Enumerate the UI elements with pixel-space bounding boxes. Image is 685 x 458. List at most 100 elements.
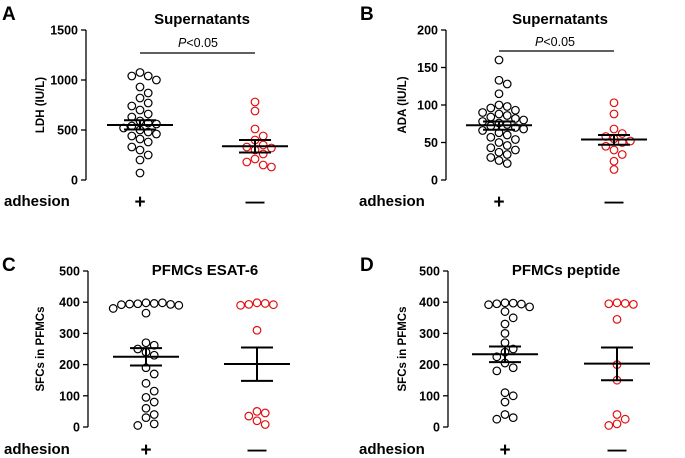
panel-b-data-point bbox=[601, 141, 611, 151]
panel-a-tick-label: 1000 bbox=[50, 74, 78, 88]
panel-a-data-point bbox=[127, 131, 137, 141]
panel-b-data-point bbox=[511, 145, 520, 155]
panel-a-data-point bbox=[143, 150, 153, 160]
panel-b-data-point bbox=[494, 55, 504, 65]
panel-c-data-point bbox=[141, 308, 151, 318]
panel-d-data-point bbox=[620, 414, 630, 424]
panel-b-tick-label: 0 bbox=[431, 174, 438, 188]
panel-d-data-point bbox=[525, 302, 534, 312]
panel-b-data-point bbox=[617, 150, 627, 159]
panel-a-data-point bbox=[250, 97, 260, 107]
panel-c-y-axis-label: SFCs in PFMCs bbox=[35, 307, 47, 392]
panel-d-data-point bbox=[500, 410, 510, 419]
panel-c-data-point bbox=[236, 300, 246, 310]
panel-d-data-point bbox=[604, 299, 614, 309]
panel-b-data-point bbox=[609, 124, 619, 134]
panel-c-data-point bbox=[260, 420, 270, 429]
panel-a-data-point bbox=[258, 131, 268, 141]
panel-b-data-point bbox=[609, 156, 619, 166]
panel-d-tick-label: 500 bbox=[419, 265, 440, 279]
panel-b-x-axis-label: adhesion bbox=[359, 193, 425, 210]
panel-c-data-point bbox=[149, 299, 159, 308]
panel-c-data-point bbox=[133, 421, 143, 430]
panel-b-category-minus: — bbox=[605, 192, 624, 213]
panel-a-data-point bbox=[127, 71, 137, 81]
panel-letter-b: B bbox=[360, 4, 374, 25]
panel-c-tick-label: 300 bbox=[59, 327, 80, 341]
panel-c-category-plus: + bbox=[140, 440, 151, 458]
panel-b-data-point bbox=[486, 112, 496, 122]
panel-b-data-point bbox=[617, 129, 627, 138]
panel-a-data-point bbox=[143, 109, 153, 119]
panel-d-data-point bbox=[500, 338, 510, 348]
panel-b-data-point bbox=[502, 111, 512, 120]
panel-d-y-axis-label: SFCs in PFMCs bbox=[397, 307, 409, 392]
panel-a-x-axis-label: adhesion bbox=[4, 193, 70, 210]
panel-d-data-point bbox=[517, 299, 526, 309]
panel-a-tick-label: 0 bbox=[71, 174, 78, 188]
panel-d-data-point bbox=[604, 421, 614, 430]
panel-a-data-point bbox=[267, 162, 276, 172]
panel-c-data-point bbox=[141, 338, 151, 348]
panel-b-data-point bbox=[626, 136, 635, 146]
panel-d-title: PFMCs peptide bbox=[512, 262, 620, 279]
panel-c-tick-label: 400 bbox=[59, 296, 80, 310]
panel-b-marks bbox=[466, 55, 647, 174]
panel-c-data-point bbox=[269, 300, 278, 310]
panel-c-data-point bbox=[149, 410, 159, 419]
panel-b-data-point bbox=[494, 75, 504, 85]
panel-d-data-point bbox=[500, 397, 510, 407]
panel-a-data-point bbox=[127, 101, 137, 111]
panel-a-data-point bbox=[127, 142, 137, 152]
panel-c-data-point bbox=[149, 350, 159, 360]
panel-c-data-point bbox=[149, 386, 159, 396]
panel-b-data-point bbox=[486, 132, 496, 142]
panel-c-data-point bbox=[141, 392, 151, 402]
panel-d-data-point bbox=[484, 300, 494, 310]
panel-a-data-point bbox=[143, 71, 153, 81]
panel-a-category-plus: + bbox=[134, 192, 145, 213]
panel-a: A Supernatants LDH (IU/L) adhesion + — P… bbox=[2, 4, 288, 213]
panel-d-category-plus: + bbox=[499, 440, 510, 458]
panel-b-data-point bbox=[502, 159, 512, 168]
panel-d-data-point bbox=[500, 307, 510, 316]
panel-c-tick-label: 200 bbox=[59, 358, 80, 372]
panel-a-tick-label: 1500 bbox=[50, 24, 78, 38]
panel-c-data-point bbox=[141, 413, 151, 423]
panel-d-tick-label: 200 bbox=[419, 358, 440, 372]
panel-b-data-point bbox=[478, 108, 488, 117]
panel-a-data-point bbox=[143, 137, 153, 147]
panel-c-data-point bbox=[149, 369, 159, 379]
panel-a-data-point bbox=[250, 154, 260, 164]
panel-d-data-point bbox=[492, 299, 502, 309]
panel-c-ticks: 0 100 200 300 400 500 bbox=[59, 265, 88, 435]
panel-d-data-point bbox=[612, 419, 622, 429]
panel-c-data-point bbox=[141, 298, 151, 308]
panel-b-title: Supernatants bbox=[512, 11, 608, 28]
panel-a-data-point bbox=[135, 82, 145, 92]
panel-b-data-point bbox=[519, 124, 528, 134]
panel-d-data-point bbox=[492, 414, 502, 424]
panel-c: C PFMCs ESAT-6 SFCs in PFMCs adhesion + … bbox=[2, 255, 290, 458]
panel-c-data-point bbox=[174, 300, 184, 310]
panel-b-data-point bbox=[609, 109, 619, 119]
panel-c-marks bbox=[108, 298, 290, 430]
panel-a-data-point bbox=[151, 75, 161, 85]
panel-a-data-point bbox=[143, 98, 153, 108]
panel-d-tick-label: 0 bbox=[433, 421, 440, 435]
panel-c-data-point bbox=[157, 298, 167, 308]
panel-a-data-point bbox=[135, 155, 145, 165]
panel-c-data-point bbox=[133, 299, 143, 309]
panel-d: D PFMCs peptide SFCs in PFMCs adhesion +… bbox=[359, 255, 650, 458]
panel-c-data-point bbox=[149, 397, 159, 407]
panel-letter-a: A bbox=[2, 4, 16, 25]
panel-d-data-point bbox=[508, 391, 518, 401]
panel-b-data-point bbox=[494, 156, 504, 165]
panel-c-tick-label: 500 bbox=[59, 265, 80, 279]
panel-c-data-point bbox=[141, 403, 151, 413]
panel-c-tick-label: 0 bbox=[73, 421, 80, 435]
panel-d-x-axis-label: adhesion bbox=[359, 441, 425, 458]
panel-a-title: Supernatants bbox=[154, 11, 250, 28]
panel-b-data-point bbox=[494, 89, 504, 99]
